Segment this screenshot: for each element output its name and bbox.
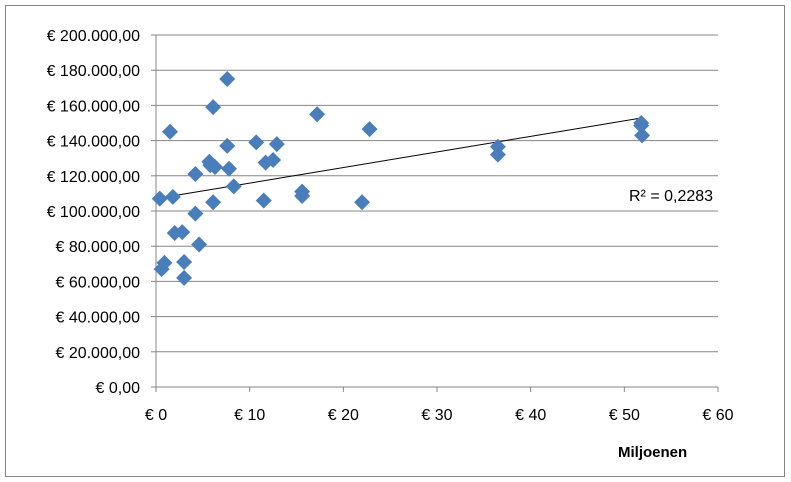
r-squared-label: R² = 0,2283: [629, 188, 713, 205]
data-point: [187, 205, 204, 222]
data-point: [255, 192, 272, 209]
data-point: [191, 236, 208, 253]
data-point: [268, 136, 285, 153]
x-axis-tick-labels: € 0 € 10 € 20 € 30 € 40 € 50 € 60: [145, 407, 734, 424]
data-point: [162, 123, 179, 140]
data-point: [174, 224, 191, 241]
data-point: [361, 121, 378, 138]
data-point: [151, 190, 168, 207]
y-tick-label: € 60.000,00: [55, 274, 140, 291]
y-tick-label: € 100.000,00: [47, 204, 141, 221]
data-point: [309, 106, 326, 123]
data-point: [221, 160, 238, 177]
y-tick-label: € 40.000,00: [55, 310, 140, 327]
y-tick-label: € 180.000,00: [47, 63, 141, 80]
y-tick-label: € 120.000,00: [47, 169, 141, 186]
y-tick-label: € 200.000,00: [47, 28, 141, 45]
y-tick-label: € 140.000,00: [47, 134, 141, 151]
data-point: [164, 188, 181, 205]
y-tick-label: € 20.000,00: [55, 345, 140, 362]
data-point: [207, 159, 224, 175]
data-point: [248, 134, 265, 151]
data-point: [176, 269, 193, 286]
y-tick-label: € 0,00: [96, 380, 141, 397]
data-point: [633, 117, 650, 134]
x-tick-label: € 10: [234, 407, 265, 424]
data-point: [294, 188, 311, 205]
x-tick-label: € 0: [145, 407, 167, 424]
data-point: [354, 194, 371, 211]
data-point: [176, 254, 193, 271]
data-points: [151, 71, 651, 286]
x-tick-label: € 50: [609, 407, 640, 424]
chart-frame: € 0,00 € 20.000,00 € 40.000,00 € 60.000,00 €…: [5, 5, 785, 477]
x-tick-label: € 40: [515, 407, 546, 424]
data-point: [219, 71, 236, 87]
x-tick-label: € 20: [328, 407, 359, 424]
data-point: [489, 146, 506, 163]
axes: [151, 34, 719, 392]
y-tick-label: € 160.000,00: [47, 98, 141, 115]
x-tick-label: € 30: [421, 407, 452, 424]
data-point: [265, 151, 282, 168]
data-point: [225, 178, 242, 195]
data-point: [205, 194, 222, 211]
y-axis-tick-labels: € 0,00 € 20.000,00 € 40.000,00 € 60.000,00 €…: [47, 28, 141, 397]
data-point: [219, 137, 236, 154]
x-axis-title: Miljoenen: [618, 444, 687, 461]
data-point: [156, 254, 173, 271]
data-point: [205, 99, 222, 116]
data-point: [634, 127, 651, 144]
data-point: [187, 166, 204, 183]
scatter-chart: € 0,00 € 20.000,00 € 40.000,00 € 60.000,00 €…: [47, 28, 734, 461]
x-tick-label: € 60: [702, 407, 733, 424]
y-tick-label: € 80.000,00: [55, 239, 140, 256]
gridlines: [156, 34, 718, 353]
